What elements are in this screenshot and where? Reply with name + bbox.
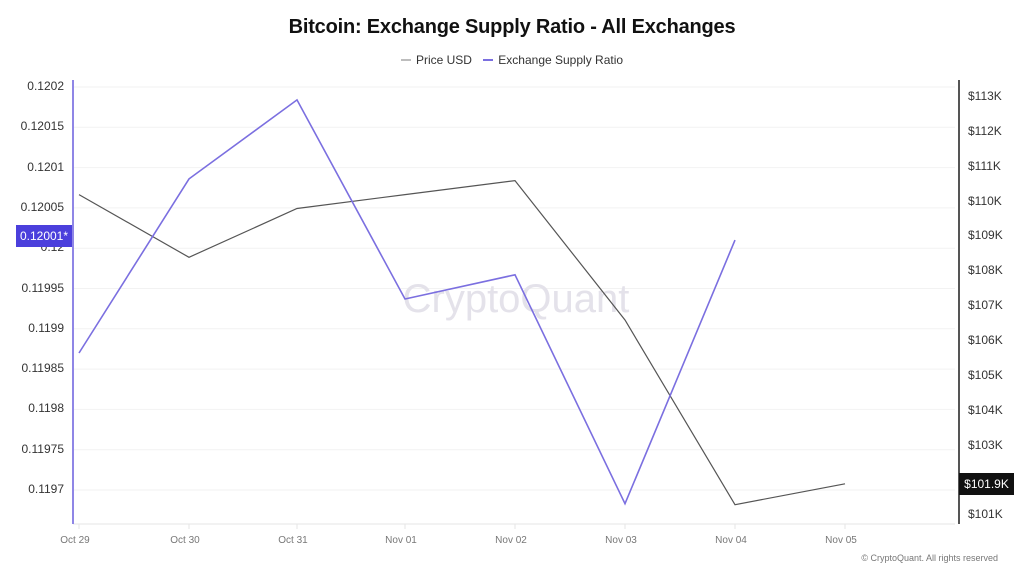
- right-axis-tick: $103K: [968, 437, 1003, 452]
- right-axis-tick: $110K: [968, 193, 1002, 208]
- right-axis-tick: $111K: [968, 158, 1001, 173]
- right-axis-tick: $107K: [968, 298, 1003, 313]
- ratio-line-swatch-icon: [483, 59, 494, 61]
- right-axis-tick: $108K: [968, 263, 1003, 278]
- x-axis-tick: Oct 29: [60, 535, 90, 546]
- right-axis-tick: $112K: [968, 123, 1002, 138]
- chart-legend: Price USD Exchange Supply Ratio: [0, 50, 1024, 67]
- left-axis-tick: 0.11985: [21, 361, 65, 376]
- price-line-swatch-icon: [400, 59, 411, 61]
- x-axis-tick: Nov 05: [825, 535, 857, 546]
- right-axis-tick: $113K: [968, 89, 1002, 103]
- exchange-supply-ratio-line[interactable]: [78, 98, 736, 506]
- left-axis-tick: 0.1201: [27, 159, 64, 174]
- x-axis-tick: Nov 04: [715, 535, 747, 546]
- legend-label-price: Price USD: [415, 53, 472, 67]
- legend-label-ratio: Exchange Supply Ratio: [498, 53, 624, 67]
- legend-item-ratio[interactable]: Exchange Supply Ratio: [483, 53, 623, 67]
- right-axis-tick: $106K: [968, 332, 1003, 347]
- x-axis-tick: Nov 02: [495, 535, 527, 546]
- left-axis-tick: 0.1202: [27, 79, 64, 93]
- current-price-badge: $101.9K: [959, 473, 1014, 495]
- legend-item-price[interactable]: Price USD: [400, 53, 472, 67]
- left-axis-tick: 0.1199: [28, 320, 64, 335]
- left-axis-tick: 0.11995: [21, 280, 65, 295]
- left-axis-tick: 0.12015: [20, 119, 64, 134]
- x-axis-tick: Nov 01: [385, 535, 417, 546]
- chart-title: Bitcoin: Exchange Supply Ratio - All Exc…: [288, 16, 736, 38]
- x-tick-marks: [78, 524, 846, 529]
- right-axis-tick: $104K: [968, 402, 1003, 417]
- right-axis-tick: $105K: [968, 367, 1003, 382]
- left-axis-tick: 0.12005: [20, 199, 64, 214]
- left-axis-tick: 0.11975: [21, 441, 65, 456]
- x-axis-tick: Oct 30: [170, 535, 200, 546]
- gridlines: [74, 86, 955, 491]
- copyright-notice: © CryptoQuant. All rights reserved: [861, 553, 998, 563]
- x-axis-tick: Oct 31: [278, 535, 308, 546]
- watermark: CryptoQuant: [403, 277, 630, 321]
- x-axis-tick: Nov 03: [605, 535, 637, 546]
- left-axis-tick: 0.1197: [28, 482, 64, 496]
- left-axis-tick: 0.1198: [28, 401, 64, 416]
- price-usd-line[interactable]: [78, 179, 846, 506]
- right-axis-tick: $109K: [968, 228, 1003, 243]
- right-axis-tick: $101K: [968, 507, 1003, 522]
- current-ratio-badge: 0.12001*: [16, 225, 72, 247]
